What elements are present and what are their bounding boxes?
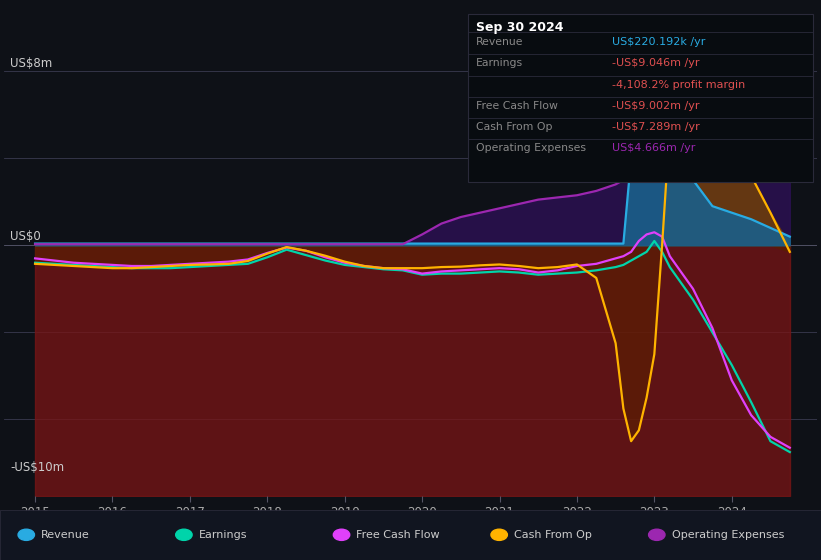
Text: Revenue: Revenue <box>476 37 524 47</box>
Text: -US$9.002m /yr: -US$9.002m /yr <box>612 101 699 111</box>
Text: US$4.666m /yr: US$4.666m /yr <box>612 143 695 153</box>
Text: -US$10m: -US$10m <box>11 461 64 474</box>
Text: -US$9.046m /yr: -US$9.046m /yr <box>612 58 699 68</box>
Text: US$8m: US$8m <box>11 57 53 70</box>
Text: Operating Expenses: Operating Expenses <box>476 143 586 153</box>
Text: Free Cash Flow: Free Cash Flow <box>356 530 440 540</box>
Text: -US$7.289m /yr: -US$7.289m /yr <box>612 122 699 132</box>
Text: US$220.192k /yr: US$220.192k /yr <box>612 37 705 47</box>
Text: Earnings: Earnings <box>199 530 247 540</box>
Text: US$0: US$0 <box>11 230 41 242</box>
Text: Revenue: Revenue <box>41 530 89 540</box>
Text: Cash From Op: Cash From Op <box>514 530 592 540</box>
Text: Cash From Op: Cash From Op <box>476 122 553 132</box>
Text: -4,108.2% profit margin: -4,108.2% profit margin <box>612 80 745 90</box>
Text: Free Cash Flow: Free Cash Flow <box>476 101 558 111</box>
Text: Sep 30 2024: Sep 30 2024 <box>476 21 564 34</box>
Text: Earnings: Earnings <box>476 58 523 68</box>
Text: Operating Expenses: Operating Expenses <box>672 530 784 540</box>
